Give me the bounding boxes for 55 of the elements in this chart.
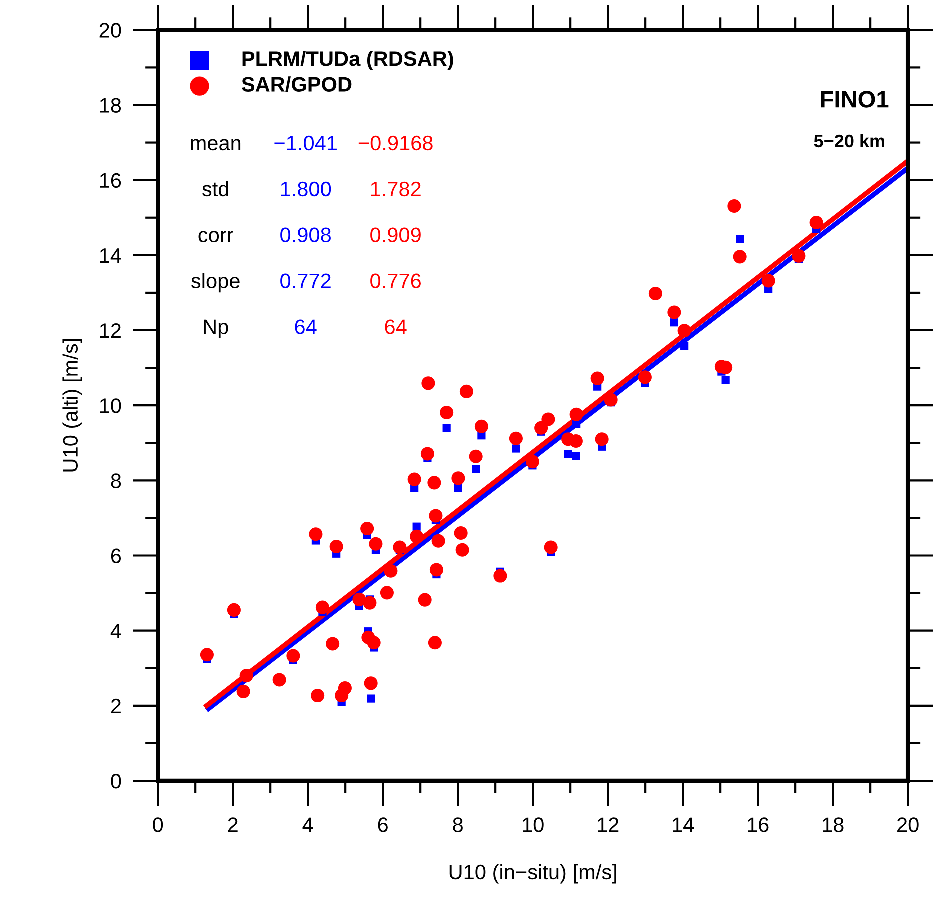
legend-label: PLRM/TUDa (RDSAR) [242,50,454,70]
annotation: −1.041 [274,136,337,151]
annotation: 5−20 km [814,134,884,148]
x-tick-label: 8 [453,818,463,832]
y-tick-label: 6 [111,548,122,564]
y-tick-label: 16 [100,173,122,188]
x-tick-label: 10 [523,818,544,832]
point [367,694,376,703]
annotation: 0.772 [280,274,331,288]
x-tick-label: 14 [673,818,694,832]
point [572,452,580,460]
x-tick-label: 6 [378,818,388,832]
y-tick-label: 2 [111,698,121,714]
point [564,450,572,458]
point [680,342,689,350]
annotation: corr [198,231,234,243]
x-tick-label: 2 [228,818,238,832]
point [512,444,520,453]
annotation: 0.909 [370,228,421,243]
point [572,420,581,428]
y-tick-label: 14 [100,248,122,263]
annotation: slope [192,273,240,293]
x-tick-label: 0 [153,818,164,832]
point [454,484,463,492]
annotation: −0.9168 [358,136,433,151]
x-tick-label: 18 [823,818,844,832]
point [722,376,730,384]
y-tick-label: 0 [111,774,122,789]
point [472,464,480,474]
annotation: std [202,181,228,197]
legend-label: SAR/GPOD [242,76,352,92]
x-tick-label: 20 [898,818,919,832]
y-tick-label: 4 [110,624,122,638]
annotation: 1.782 [371,182,421,197]
annotation: FINO1 [821,91,889,108]
point [442,424,451,432]
y-tick-label: 18 [100,98,122,113]
annotation: 0.908 [280,228,331,243]
y-axis-title: U10 (alti) [m/s] [62,339,82,472]
point [736,235,744,244]
x-tick-label: 4 [302,818,314,832]
x-tick-label: 12 [598,818,619,832]
annotation: 1.800 [281,182,332,197]
y-tick-label: 8 [111,474,122,488]
y-tick-label: 20 [100,23,122,38]
annotation: 64 [295,320,317,334]
annotation: Np [204,320,228,339]
annotation: 64 [385,320,407,334]
annotation: 0.776 [370,274,421,288]
x-tick-label: 16 [748,818,769,832]
y-tick-label: 12 [100,324,121,338]
x-axis-title: U10 (in−situ) [m/s] [450,864,616,884]
point [670,318,678,327]
y-tick-label: 10 [100,398,122,414]
annotation: mean [191,139,241,151]
